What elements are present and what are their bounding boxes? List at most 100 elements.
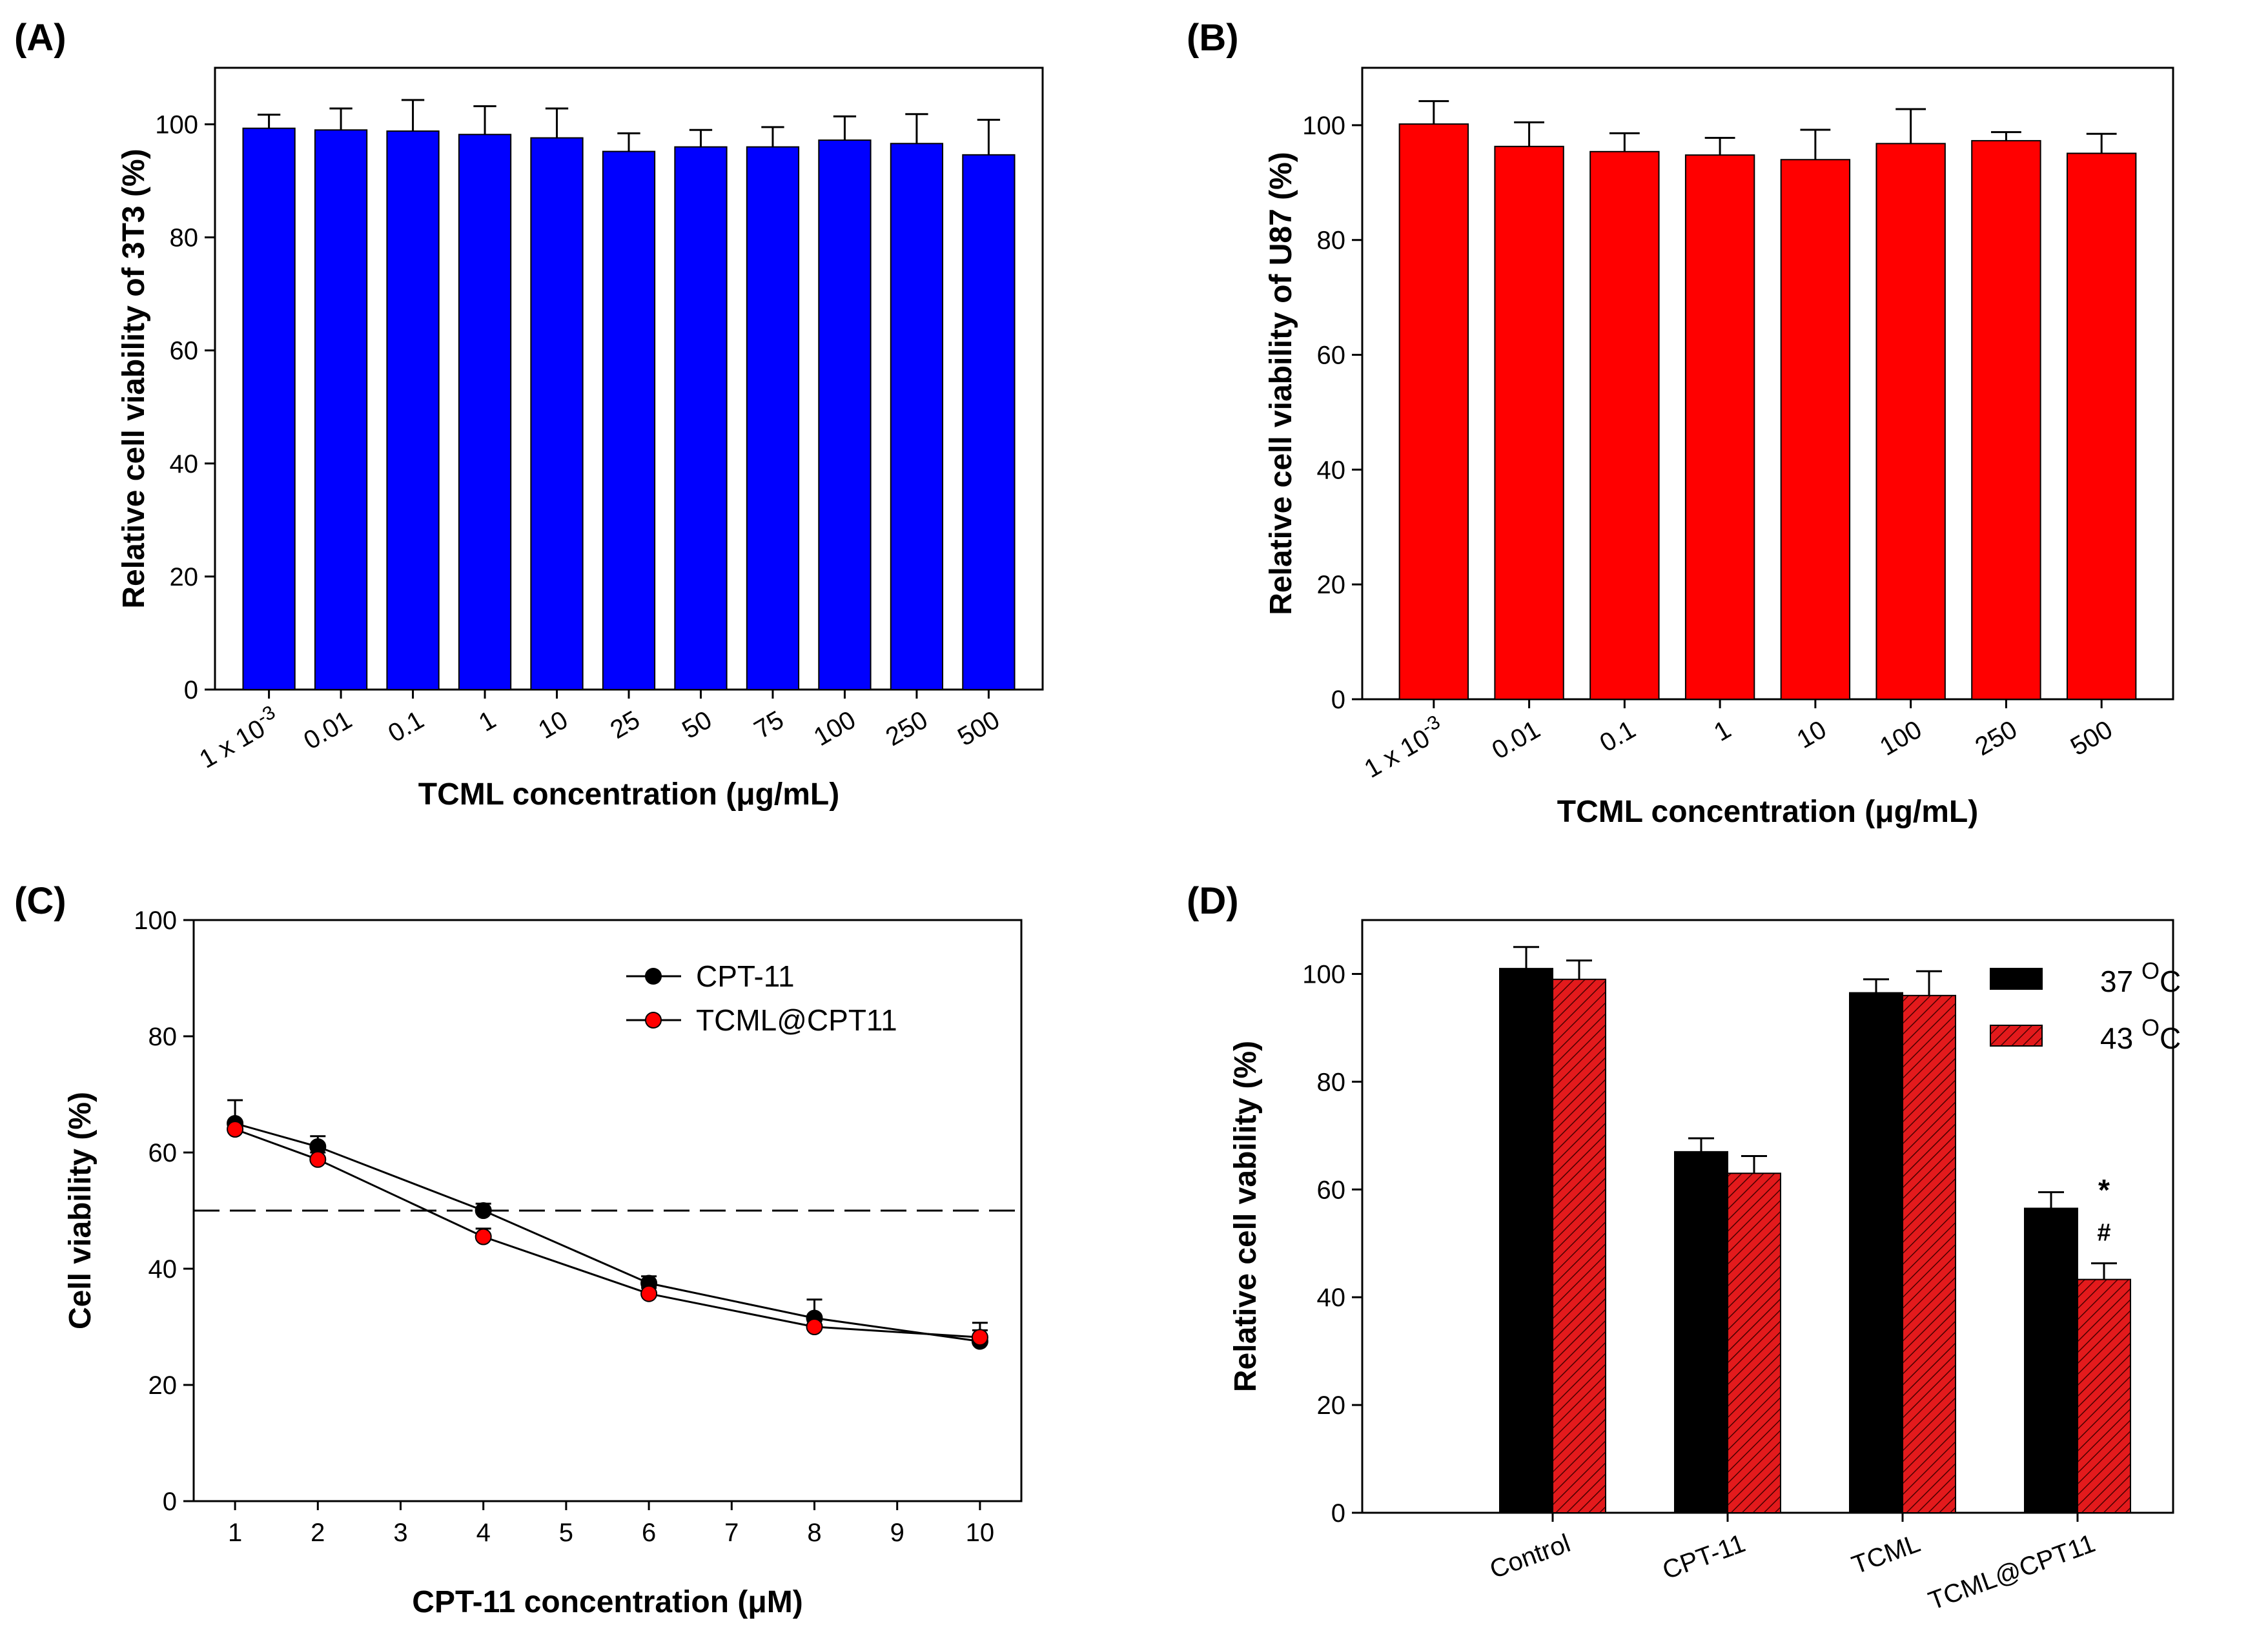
y-tick-label: 80: [170, 224, 199, 252]
chart-panel-a: 0 20 40 60 80 100 1 x 10-3 0.01 0.1 1 10 25 50 75 100 2…: [117, 67, 1044, 812]
legend-label-cpt-11: CPT-11: [696, 959, 795, 993]
x-tick-label: 8: [807, 1519, 821, 1547]
x-tick-label: 7: [724, 1519, 739, 1547]
x-tick-label: 25: [606, 706, 645, 744]
x-tick-label: 1 x 10-3: [192, 702, 285, 774]
y-tick-label: 40: [1317, 1284, 1346, 1312]
bar-250: [890, 143, 944, 690]
point-cpt-11: [475, 1202, 492, 1219]
x-tick-label-base: 1 x 10: [195, 714, 270, 774]
panel-label-a: (A): [14, 17, 66, 59]
bar-tcml-37c: [1849, 992, 1903, 1514]
y-tick-label: 60: [170, 337, 199, 365]
y-tick-label: 20: [148, 1371, 178, 1400]
legend-swatch-43c: [1990, 1025, 2043, 1047]
x-tick-label: 1 x 10-3: [1357, 712, 1449, 784]
chart-panel-d: 0 20 40 60 80 100 Control CPT-11 TCML TCML@CPT11 *…: [1229, 919, 2181, 1615]
bar-cpt-11-43c: [1727, 1173, 1781, 1513]
bar-cpt-11-37c: [1674, 1151, 1728, 1513]
x-tick-label: 10: [966, 1519, 995, 1547]
y-tick-label: 100: [1302, 960, 1345, 988]
x-tick-label: TCML: [1848, 1529, 1924, 1580]
x-tick-label-base: 1: [474, 706, 500, 737]
legend-marker: [645, 968, 662, 985]
x-tick-label-base: 100: [1875, 715, 1926, 761]
x-tick-label-base: 0.01: [1487, 715, 1545, 765]
bar-25: [602, 150, 656, 691]
y-axis-title: Relative cell vability (%): [1229, 1041, 1263, 1392]
y-tick-label: 20: [170, 563, 199, 591]
y-tick-label: 80: [1317, 227, 1346, 255]
legend-temp: 37: [2100, 965, 2141, 998]
legend-degree: O: [2141, 1014, 2160, 1041]
x-tick-label: 250: [1970, 715, 2022, 761]
point-tcml-cpt11: [475, 1228, 492, 1245]
legend-label-37c: 37 OC: [2100, 958, 2181, 998]
x-tick-label: 75: [750, 706, 789, 744]
bar-100: [818, 139, 872, 691]
panel-label-b: (B): [1187, 17, 1239, 59]
x-tick-label: 100: [809, 706, 861, 752]
y-tick-label: 40: [148, 1255, 178, 1284]
x-tick-label: 0.01: [1487, 715, 1545, 765]
bar-100: [1875, 143, 1946, 701]
y-axis-title: Cell viability (%): [63, 1092, 97, 1329]
series-line-tcml-cpt11: [234, 1128, 980, 1338]
bar-500: [962, 154, 1016, 690]
y-tick-label: 20: [1317, 571, 1346, 599]
y-tick-label: 100: [1302, 112, 1345, 140]
x-tick-label-base: 0.1: [1595, 715, 1640, 758]
bar-250: [1971, 139, 2041, 700]
x-tick-label: 6: [642, 1519, 656, 1547]
x-tick-label-base: 250: [881, 706, 933, 752]
x-axis-title: TCML concentration (μg/mL): [418, 777, 839, 812]
x-tick-label-base: 1 x 10: [1360, 724, 1435, 784]
x-tick-label: 5: [559, 1519, 573, 1547]
bar-500: [2066, 152, 2137, 700]
x-tick-label-base: 0.01: [299, 706, 356, 755]
bar-1: [1684, 154, 1755, 700]
bar-50: [674, 146, 728, 690]
point-tcml-cpt11: [227, 1121, 244, 1138]
chart-panel-b: 0 20 40 60 80 100 1 x 10-3 0.01 0.1 1 10 100 250 500 T…: [1264, 67, 2174, 829]
y-tick-label: 40: [170, 450, 199, 478]
x-tick-label-base: 0.1: [383, 706, 429, 748]
y-tick-label: 100: [134, 906, 177, 935]
x-tick-label-base: 25: [606, 706, 645, 744]
legend-unit: C: [2160, 965, 2181, 998]
bar-0-01: [1494, 145, 1564, 700]
bar-control-43c: [1552, 978, 1606, 1514]
x-tick-label: TCML@CPT11: [1925, 1529, 2099, 1615]
y-axis-title: Relative cell viability of U87 (%): [1264, 152, 1298, 615]
x-tick-label-base: 100: [809, 706, 861, 752]
plot-frame: [1361, 67, 2174, 701]
legend-label-tcml-cpt11: TCML@CPT11: [696, 1003, 897, 1037]
x-tick-label: 0.01: [299, 706, 356, 755]
bar-1-x-10-3: [1398, 123, 1469, 700]
x-tick-label-base: 50: [677, 706, 717, 744]
legend-degree: O: [2141, 958, 2160, 984]
y-tick-label: 60: [148, 1139, 178, 1167]
x-tick-label: 1: [1709, 715, 1735, 747]
x-tick-label-base: 75: [750, 706, 789, 744]
significance-hash: #: [2097, 1220, 2110, 1247]
bar-tcml-cpt11-43c: [2077, 1278, 2131, 1514]
x-tick-label: 1: [228, 1519, 242, 1547]
panel-label-d: (D): [1187, 880, 1239, 922]
y-tick-label: 20: [1317, 1391, 1346, 1420]
y-tick-label: 0: [1331, 686, 1345, 714]
x-tick-label: 50: [677, 706, 717, 744]
x-tick-label: 9: [890, 1519, 904, 1547]
y-tick-label: 0: [163, 1488, 177, 1516]
bar-control-37c: [1499, 968, 1553, 1514]
x-tick-label-base: 500: [953, 706, 1005, 752]
bar-1-x-10-3: [242, 127, 296, 690]
point-tcml-cpt11: [806, 1318, 823, 1335]
chart-panel-c: 0 20 40 60 80 100 1 2 3 4 5 6 7 8 9 10 CPT-11 TCML@CPT11 C…: [63, 906, 1023, 1619]
y-tick-label: 0: [184, 676, 198, 704]
y-tick-label: 80: [1317, 1068, 1346, 1096]
y-tick-label: 40: [1317, 456, 1346, 484]
x-tick-label: 500: [2066, 715, 2118, 761]
x-tick-label: 10: [533, 706, 573, 744]
